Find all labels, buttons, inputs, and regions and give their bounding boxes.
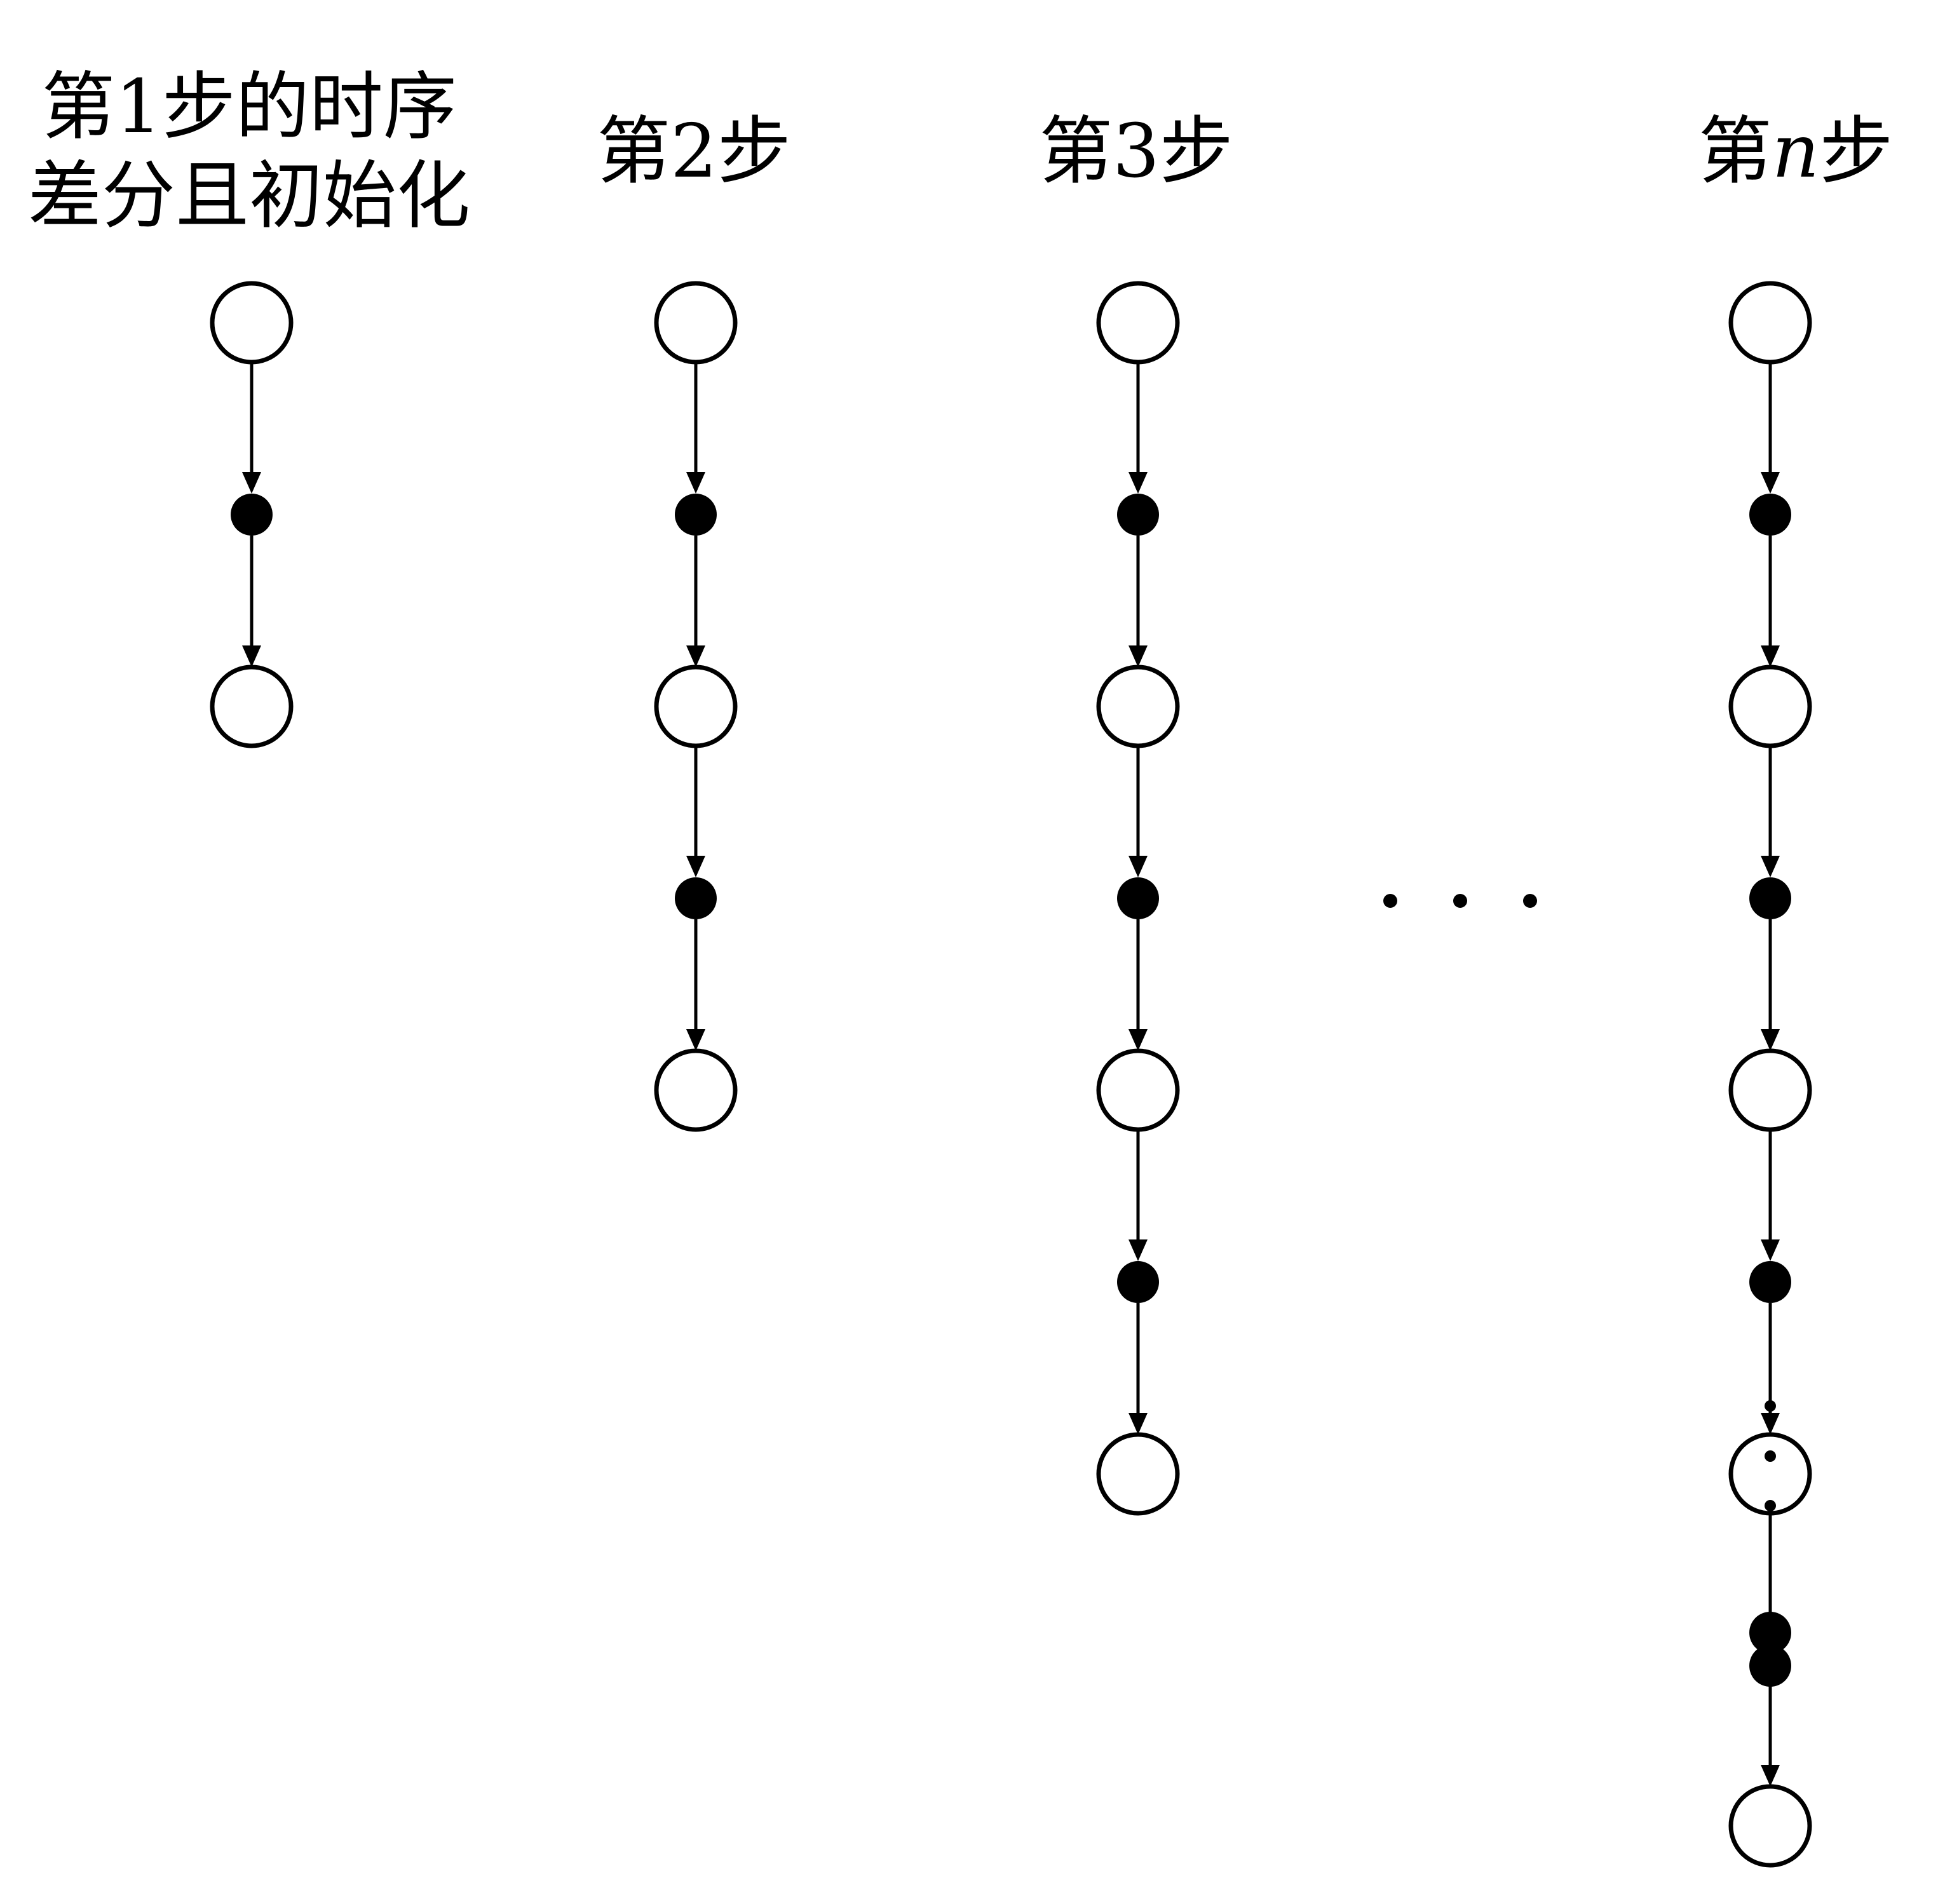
step-n-title: 第n步 bbox=[1698, 109, 1894, 194]
arrowhead-icon bbox=[1128, 472, 1148, 494]
difference-node bbox=[1749, 494, 1791, 536]
arrowhead-icon bbox=[1128, 1239, 1148, 1261]
difference-node bbox=[675, 877, 717, 919]
arrowhead-icon bbox=[242, 645, 261, 667]
arrowhead-icon bbox=[1761, 1239, 1780, 1261]
horizontal-ellipsis-dot bbox=[1453, 894, 1467, 908]
state-node bbox=[1728, 1784, 1812, 1868]
state-node bbox=[1728, 665, 1812, 748]
step-1-title-line-2: 差分且初始化 bbox=[28, 153, 470, 239]
arrowhead-icon bbox=[686, 645, 705, 667]
state-node bbox=[1096, 1432, 1180, 1516]
difference-node bbox=[1117, 494, 1159, 536]
vertical-ellipsis-dot bbox=[1765, 1400, 1776, 1412]
state-node bbox=[654, 1048, 738, 1132]
vertical-ellipsis-dot bbox=[1765, 1450, 1776, 1462]
horizontal-ellipsis-dot bbox=[1523, 894, 1537, 908]
arrowhead-icon bbox=[1761, 645, 1780, 667]
horizontal-ellipsis-dot bbox=[1383, 894, 1397, 908]
arrowhead-icon bbox=[1761, 1765, 1780, 1786]
arrowhead-icon bbox=[1128, 1029, 1148, 1051]
state-node bbox=[1096, 665, 1180, 748]
difference-node bbox=[1117, 877, 1159, 919]
arrowhead-icon bbox=[686, 856, 705, 877]
difference-node bbox=[231, 494, 273, 536]
state-node bbox=[1096, 1048, 1180, 1132]
step-2-title: 第2步 bbox=[597, 109, 791, 194]
difference-node bbox=[1749, 877, 1791, 919]
state-node bbox=[1096, 281, 1180, 365]
state-node bbox=[1728, 281, 1812, 365]
arrowhead-icon bbox=[1128, 856, 1148, 877]
arrowhead-icon bbox=[242, 472, 261, 494]
arrowhead-icon bbox=[1761, 1029, 1780, 1051]
arrowhead-icon bbox=[1761, 1413, 1780, 1435]
state-node bbox=[654, 281, 738, 365]
arrowhead-icon bbox=[686, 1029, 705, 1051]
difference-node bbox=[1749, 1612, 1791, 1654]
difference-node bbox=[1117, 1261, 1159, 1303]
difference-node bbox=[675, 494, 717, 536]
state-node bbox=[654, 665, 738, 748]
state-node bbox=[210, 281, 294, 365]
state-node bbox=[1728, 1048, 1812, 1132]
arrowhead-icon bbox=[1761, 472, 1780, 494]
step-3-title: 第3步 bbox=[1039, 109, 1233, 194]
arrowhead-icon bbox=[1761, 856, 1780, 877]
arrowhead-icon bbox=[1128, 645, 1148, 667]
arrowhead-icon bbox=[686, 472, 705, 494]
step-1-title-line-1: 第1步的时序 bbox=[41, 64, 457, 150]
state-node bbox=[210, 665, 294, 748]
vertical-ellipsis-dot bbox=[1765, 1500, 1776, 1511]
difference-node bbox=[1749, 1261, 1791, 1303]
state-node bbox=[1728, 1432, 1812, 1516]
arrowhead-icon bbox=[1128, 1413, 1148, 1435]
